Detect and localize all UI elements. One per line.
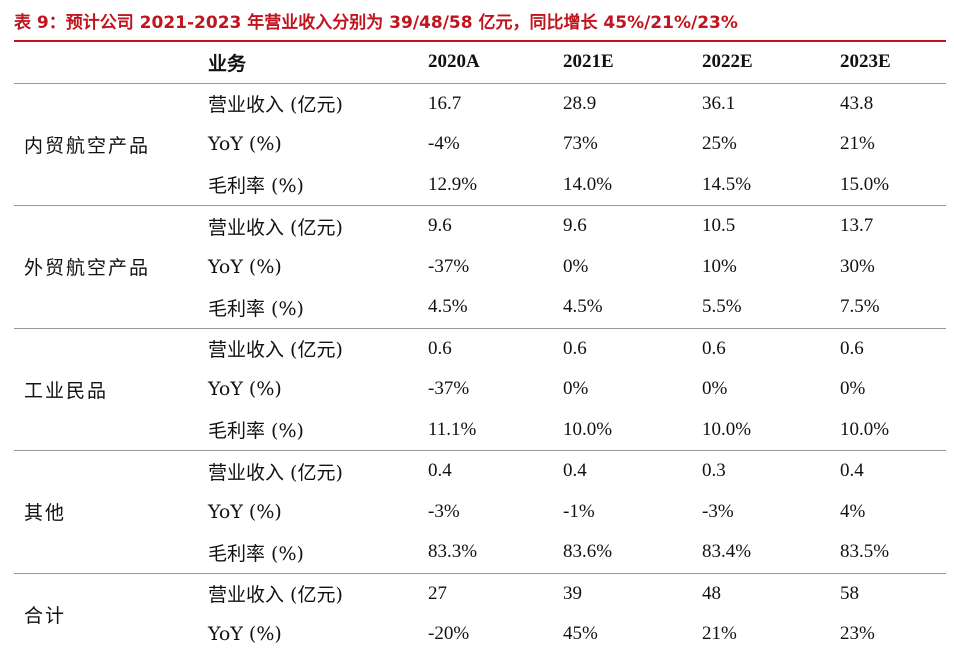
value-cell: 15.0% bbox=[840, 173, 890, 195]
category-cell: 工业民品 bbox=[24, 379, 109, 402]
value-cell: 10.0% bbox=[840, 418, 890, 440]
value-cell: 21% bbox=[702, 623, 737, 645]
value-cell: 4% bbox=[840, 500, 866, 522]
value-cell: 43.8 bbox=[840, 92, 874, 114]
value-cell: 0.6 bbox=[428, 337, 452, 359]
value-cell: 10.5 bbox=[702, 215, 736, 237]
value-cell: 0% bbox=[702, 378, 728, 400]
value-cell: 12.9% bbox=[428, 173, 478, 195]
table-row: 合计 营业收入 (亿元) 27 39 48 58 bbox=[14, 573, 946, 627]
table-row: 毛利率 (%) 4.5% 4.5% 5.5% 7.5% bbox=[14, 287, 946, 328]
value-cell: 13.7 bbox=[840, 215, 874, 237]
value-cell: 83.4% bbox=[702, 541, 752, 563]
value-cell: 48 bbox=[702, 582, 721, 604]
value-cell: 0% bbox=[563, 255, 589, 277]
category-cell: 其他 bbox=[24, 502, 67, 525]
value-cell: 11.1% bbox=[428, 418, 477, 440]
title-rule bbox=[14, 40, 946, 42]
metric-cell: 营业收入 (亿元) bbox=[208, 216, 343, 239]
value-cell: 0% bbox=[840, 378, 866, 400]
value-cell: 28.9 bbox=[563, 92, 597, 114]
value-cell: 10.0% bbox=[702, 418, 752, 440]
value-cell: 16.7 bbox=[428, 92, 462, 114]
header-cell-category bbox=[14, 42, 192, 83]
value-cell: 0.4 bbox=[563, 460, 587, 482]
value-cell: 58 bbox=[840, 582, 859, 604]
forecast-table: 业务 2020A 2021E 2022E 2023E 内贸航空产品营业收入 (亿… bbox=[14, 42, 946, 655]
value-cell: -20% bbox=[428, 623, 470, 645]
value-cell: 27 bbox=[428, 582, 447, 604]
value-cell: -3% bbox=[702, 500, 734, 522]
value-cell: 0.4 bbox=[428, 460, 452, 482]
value-cell: -37% bbox=[428, 378, 470, 400]
value-cell: 23% bbox=[840, 623, 875, 645]
value-cell: 36.1 bbox=[702, 92, 736, 114]
value-cell: 10% bbox=[702, 255, 737, 277]
value-cell: 39 bbox=[563, 582, 582, 604]
metric-cell: YoY (%) bbox=[208, 500, 282, 523]
metric-cell: 毛利率 (%) bbox=[208, 297, 304, 320]
value-cell: 25% bbox=[702, 133, 737, 155]
table-row: 内贸航空产品 营业收入 (亿元) 16.7 28.9 36.1 43.8 bbox=[14, 83, 946, 157]
table-row: 工业民品 营业收入 (亿元) 0.6 0.6 0.6 0.6 bbox=[14, 328, 946, 402]
value-cell: 5.5% bbox=[702, 296, 742, 318]
value-cell: 83.6% bbox=[563, 541, 613, 563]
value-cell: 0.3 bbox=[702, 460, 726, 482]
value-cell: 0% bbox=[563, 378, 589, 400]
table-row: YoY (%) -4% 73% 25% 21% bbox=[14, 124, 946, 165]
table-row: 毛利率 (%) 83.3% 83.6% 83.4% 83.5% bbox=[14, 532, 946, 573]
value-cell: 14.0% bbox=[563, 173, 613, 195]
value-cell: -37% bbox=[428, 255, 470, 277]
value-cell: 0.6 bbox=[702, 337, 726, 359]
value-cell: 0.6 bbox=[563, 337, 587, 359]
value-cell: 0.4 bbox=[840, 460, 864, 482]
metric-cell: YoY (%) bbox=[208, 623, 282, 646]
metric-cell: 营业收入 (亿元) bbox=[208, 461, 343, 484]
metric-cell: 营业收入 (亿元) bbox=[208, 584, 343, 607]
header-cell-2023e: 2023E bbox=[840, 51, 891, 73]
value-cell: 9.6 bbox=[428, 215, 452, 237]
value-cell: -3% bbox=[428, 500, 460, 522]
metric-cell: YoY (%) bbox=[208, 255, 282, 278]
value-cell: 45% bbox=[563, 623, 598, 645]
value-cell: 10.0% bbox=[563, 418, 613, 440]
metric-cell: YoY (%) bbox=[208, 133, 282, 156]
metric-cell: 营业收入 (亿元) bbox=[208, 94, 343, 117]
header-cell-2021e: 2021E bbox=[563, 51, 614, 73]
value-cell: 4.5% bbox=[563, 296, 603, 318]
metric-cell: 毛利率 (%) bbox=[208, 542, 304, 565]
header-cell-business: 业务 bbox=[208, 52, 247, 75]
table-row: 毛利率 (%) 11.1% 10.0% 10.0% 10.0% bbox=[14, 410, 946, 451]
table-header-row: 业务 2020A 2021E 2022E 2023E bbox=[14, 42, 946, 83]
value-cell: -1% bbox=[563, 500, 595, 522]
value-cell: 83.3% bbox=[428, 541, 478, 563]
table-row: YoY (%) -37% 0% 0% 0% bbox=[14, 369, 946, 410]
metric-cell: YoY (%) bbox=[208, 378, 282, 401]
value-cell: 4.5% bbox=[428, 296, 468, 318]
category-cell: 内贸航空产品 bbox=[24, 134, 151, 157]
value-cell: 83.5% bbox=[840, 541, 890, 563]
value-cell: 21% bbox=[840, 133, 875, 155]
metric-cell: 毛利率 (%) bbox=[208, 175, 304, 198]
value-cell: 14.5% bbox=[702, 173, 752, 195]
table-row: 其他 营业收入 (亿元) 0.4 0.4 0.3 0.4 bbox=[14, 451, 946, 524]
table-title: 表 9：预计公司 2021-2023 年营业收入分别为 39/48/58 亿元，… bbox=[14, 13, 738, 33]
table-row: 外贸航空产品 营业收入 (亿元) 9.6 9.6 10.5 13.7 bbox=[14, 206, 946, 279]
category-cell: 外贸航空产品 bbox=[24, 257, 151, 280]
table-row: YoY (%) -3% -1% -3% 4% bbox=[14, 492, 946, 533]
header-cell-2022e: 2022E bbox=[702, 51, 753, 73]
metric-cell: 毛利率 (%) bbox=[208, 420, 304, 443]
table-body: 内贸航空产品 营业收入 (亿元) 16.7 28.9 36.1 43.8 YoY (%) -4… bbox=[14, 83, 946, 655]
value-cell: 30% bbox=[840, 255, 875, 277]
value-cell: 73% bbox=[563, 133, 598, 155]
metric-cell: 营业收入 (亿元) bbox=[208, 339, 343, 362]
header-cell-2020a: 2020A bbox=[428, 51, 480, 73]
value-cell: 9.6 bbox=[563, 215, 587, 237]
table-row: YoY (%) -37% 0% 10% 30% bbox=[14, 247, 946, 288]
value-cell: 0.6 bbox=[840, 337, 864, 359]
category-cell: 合计 bbox=[24, 604, 67, 627]
value-cell: 7.5% bbox=[840, 296, 880, 318]
table-row: 毛利率 (%) 12.9% 14.0% 14.5% 15.0% bbox=[14, 165, 946, 206]
value-cell: -4% bbox=[428, 133, 460, 155]
